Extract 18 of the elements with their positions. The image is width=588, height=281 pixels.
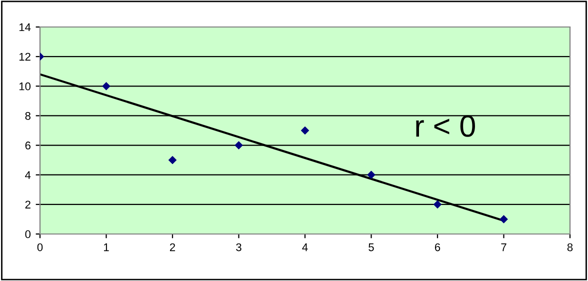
x-tick-label: 4 (302, 243, 308, 252)
y-tick-label: 6 (25, 142, 30, 150)
y-tick-label: 0 (25, 230, 31, 238)
x-tick-label: 5 (368, 243, 374, 252)
y-tick-label: 4 (25, 171, 31, 179)
x-tick-label: 7 (501, 243, 506, 252)
y-tick-label: 2 (25, 200, 30, 208)
x-tick-label: 3 (236, 243, 242, 252)
y-tick-label: 10 (19, 82, 31, 90)
y-tick-label: 12 (19, 52, 30, 61)
y-tick-label: 8 (25, 112, 30, 120)
x-tick-label: 2 (170, 243, 176, 252)
x-tick-label: 8 (567, 243, 573, 252)
x-tick-label: 6 (434, 243, 440, 252)
y-tick-label: 14 (19, 23, 31, 32)
annotation: r < 0 (416, 115, 475, 137)
x-tick-label: 0 (37, 243, 43, 252)
x-tick-label: 1 (104, 243, 109, 252)
